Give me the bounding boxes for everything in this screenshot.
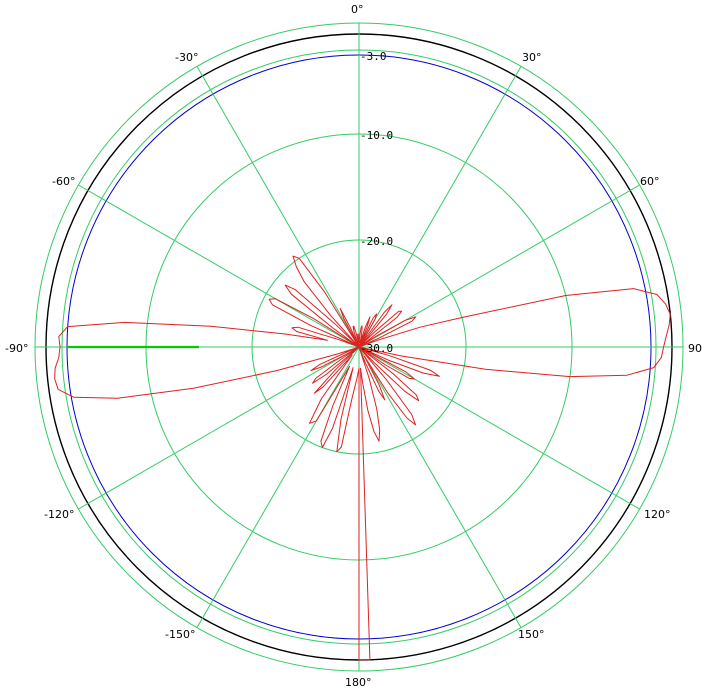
grid-spoke: [78, 184, 360, 348]
angle-tick-label: 180°: [345, 676, 372, 689]
grid-spoke: [358, 346, 640, 510]
angle-tick-label: -90°: [5, 342, 28, 355]
grid-spoke: [358, 346, 522, 628]
angle-tick-label: 120°: [644, 508, 671, 521]
angle-tick-label: -30°: [175, 51, 198, 64]
angle-tick-label: 60°: [640, 175, 660, 188]
angle-tick-label: -120°: [44, 508, 74, 521]
pattern-layer: [54, 255, 671, 661]
angle-tick-label: 150°: [518, 628, 545, 641]
ring-value-label: -20.0: [360, 235, 393, 248]
angle-tick-label: 90: [688, 342, 702, 355]
ring-value-label: -30.0: [360, 342, 393, 355]
angle-tick-label: 0°: [351, 3, 364, 16]
ring-value-label: -10.0: [360, 129, 393, 142]
grid-spoke: [196, 66, 360, 348]
grid-spoke: [358, 66, 522, 348]
angle-tick-label: 30°: [522, 51, 542, 64]
ring-value-label: -3.0: [360, 50, 387, 63]
label-layer: 0° 30° 60° 90 120° 150° 180° -150° -120° -90° -60°…: [5, 3, 702, 689]
angle-tick-label: -60°: [52, 175, 75, 188]
grid-spoke: [78, 346, 360, 510]
grid-spoke: [196, 346, 360, 628]
angle-tick-label: -150°: [165, 628, 195, 641]
radiation-pattern-series-0: [54, 255, 671, 661]
